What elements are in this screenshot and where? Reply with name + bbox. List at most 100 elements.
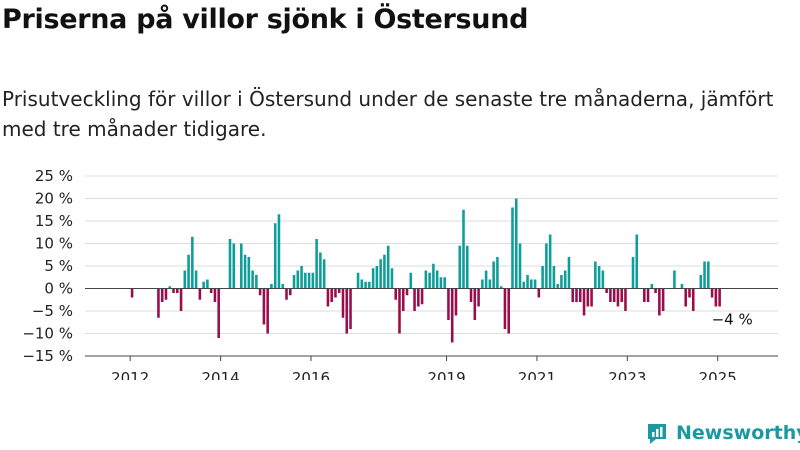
bar: [247, 257, 251, 289]
bar: [499, 286, 503, 289]
bar: [345, 288, 349, 334]
x-tick-label: 2016: [292, 369, 330, 380]
bar: [262, 288, 266, 325]
bar: [571, 288, 575, 302]
bar: [612, 288, 616, 302]
bar: [503, 288, 507, 329]
bar: [405, 288, 409, 296]
bar: [560, 275, 563, 289]
bar: [417, 288, 420, 307]
bar: [240, 243, 243, 289]
x-tick-label: 2021: [518, 369, 556, 380]
bar: [270, 284, 273, 289]
axes: [85, 288, 778, 361]
bar: [209, 288, 213, 293]
bar: [545, 243, 548, 289]
bar: [635, 234, 639, 289]
bar: [413, 288, 416, 311]
bar: [258, 288, 262, 296]
bar: [217, 288, 220, 338]
bar: [300, 266, 303, 289]
bar: [251, 270, 254, 289]
bar: [228, 239, 232, 289]
bar: [364, 281, 367, 289]
x-tick-label: 2025: [699, 369, 737, 380]
bar: [492, 261, 495, 289]
bar: [714, 288, 718, 307]
bar: [232, 243, 236, 289]
bar: [643, 288, 646, 302]
bar: [375, 266, 379, 289]
bar: [511, 207, 514, 289]
bar: [371, 268, 375, 289]
bar: [563, 270, 567, 289]
y-tick-label: 20 %: [35, 190, 73, 208]
x-tick-label: 2023: [608, 369, 646, 380]
bar: [609, 288, 612, 302]
y-tick-label: 10 %: [35, 235, 73, 253]
bar: [401, 288, 405, 311]
bar: [496, 257, 499, 289]
bar: [575, 288, 578, 302]
bar: [319, 252, 322, 289]
bar: [368, 281, 371, 289]
bar: [514, 198, 518, 289]
bar: [601, 270, 605, 289]
bar: [157, 288, 160, 318]
bar: [379, 259, 382, 289]
bar: [481, 279, 484, 289]
bar: [337, 288, 341, 293]
bar: [326, 288, 330, 307]
y-tick-label: −5 %: [32, 302, 73, 320]
bar: [548, 234, 552, 289]
bar: [386, 245, 390, 289]
bar: [322, 259, 326, 289]
bar: [556, 284, 559, 289]
bar: [654, 288, 657, 293]
bar: [605, 288, 608, 293]
newsworthy-logo[interactable]: Newsworthy: [645, 421, 800, 445]
bar: [703, 261, 706, 289]
bar: [518, 243, 522, 289]
bar: [172, 288, 175, 293]
bar: [631, 257, 635, 289]
bar: [473, 288, 477, 320]
x-tick-label: 2014: [201, 369, 239, 380]
bar: [707, 261, 710, 289]
bar: [590, 288, 593, 307]
y-tick-label: 15 %: [35, 212, 73, 230]
bar: [650, 284, 654, 289]
bar: [307, 272, 311, 289]
y-tick-label: −15 %: [22, 347, 73, 365]
bar: [624, 288, 627, 311]
bar: [586, 288, 590, 307]
bar: [458, 245, 462, 289]
bar: [658, 288, 661, 316]
bar: [522, 281, 526, 289]
bar: [710, 288, 714, 298]
bar: [341, 288, 345, 318]
bar: [537, 288, 541, 298]
bar: [202, 281, 205, 289]
bar: [266, 288, 269, 334]
bar: [691, 288, 695, 311]
bar: [477, 288, 480, 307]
bar: [680, 284, 684, 289]
bar: [439, 277, 443, 289]
bar: [688, 288, 691, 298]
newsworthy-logo-text: Newsworthy: [676, 422, 800, 444]
bars: [130, 198, 721, 343]
bar: [175, 288, 179, 293]
bar: [304, 272, 307, 289]
x-tick-label: 2019: [427, 369, 465, 380]
bar: [684, 288, 688, 307]
bar: [594, 261, 597, 289]
bar: [315, 239, 318, 289]
bar: [552, 266, 556, 289]
bar: [281, 284, 285, 289]
bar: [673, 270, 676, 289]
bar: [462, 209, 465, 289]
bar: [718, 288, 721, 307]
bar: [198, 288, 202, 300]
bar: [398, 288, 401, 334]
